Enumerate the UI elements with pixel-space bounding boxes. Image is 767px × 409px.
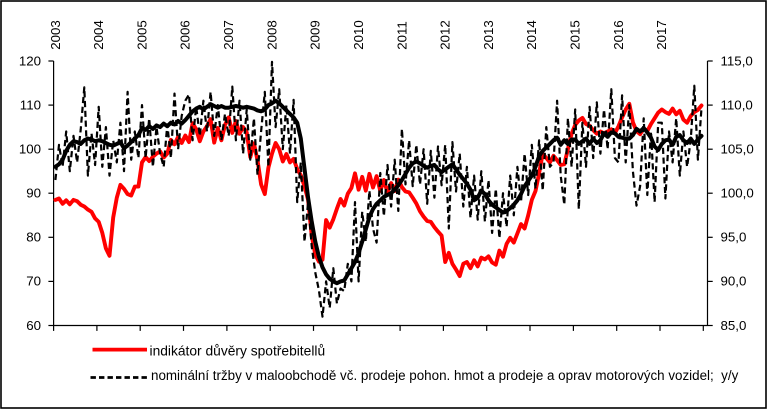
svg-text:60: 60 xyxy=(26,318,41,333)
svg-text:110: 110 xyxy=(20,97,41,112)
svg-text:indikátor důvěry spotřebitellů: indikátor důvěry spotřebitellů xyxy=(150,343,326,358)
svg-text:2009: 2009 xyxy=(308,20,323,50)
svg-text:2005: 2005 xyxy=(134,20,149,50)
svg-text:110,0: 110,0 xyxy=(721,97,753,112)
svg-text:100,0: 100,0 xyxy=(721,186,754,201)
svg-text:2008: 2008 xyxy=(264,20,279,50)
svg-text:100: 100 xyxy=(19,142,41,157)
svg-text:nominální tržby v maloobchodě: nominální tržby v maloobchodě vč. prodej… xyxy=(151,368,739,383)
svg-text:2014: 2014 xyxy=(524,20,539,50)
svg-text:2011: 2011 xyxy=(394,21,409,50)
svg-text:90: 90 xyxy=(26,186,41,201)
svg-text:2004: 2004 xyxy=(91,20,106,50)
svg-text:85,0: 85,0 xyxy=(721,318,747,333)
svg-text:2016: 2016 xyxy=(611,20,626,50)
svg-text:2010: 2010 xyxy=(351,20,366,50)
svg-text:70: 70 xyxy=(26,274,41,289)
svg-text:2007: 2007 xyxy=(221,20,236,50)
svg-text:95,0: 95,0 xyxy=(721,230,747,245)
svg-text:80: 80 xyxy=(26,230,41,245)
svg-text:2015: 2015 xyxy=(568,20,583,50)
svg-text:120: 120 xyxy=(19,53,41,68)
svg-text:115,0: 115,0 xyxy=(721,53,753,68)
svg-text:2017: 2017 xyxy=(654,20,669,50)
svg-text:2013: 2013 xyxy=(481,20,496,50)
svg-text:2003: 2003 xyxy=(48,20,63,50)
svg-text:2012: 2012 xyxy=(438,20,453,50)
svg-text:90,0: 90,0 xyxy=(721,274,747,289)
svg-text:2006: 2006 xyxy=(178,20,193,50)
svg-text:105,0: 105,0 xyxy=(721,142,754,157)
